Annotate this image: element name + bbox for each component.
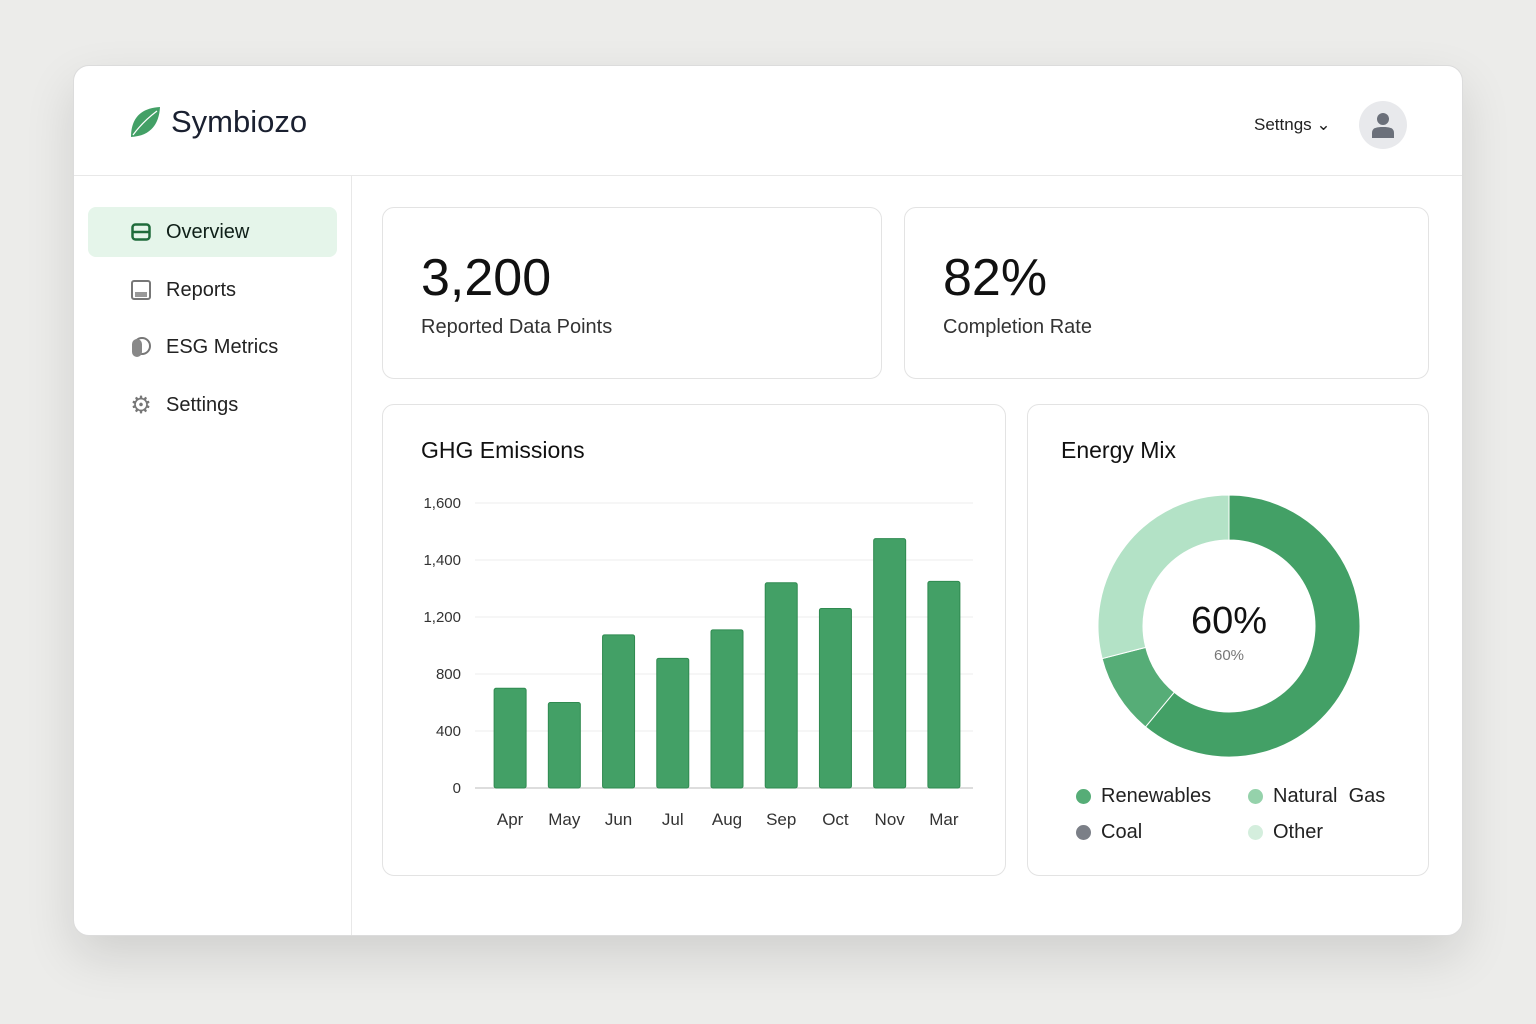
- legend-swatch: [1248, 789, 1263, 804]
- bar-nov[interactable]: [873, 538, 907, 789]
- x-tick-label: Oct: [822, 810, 849, 829]
- legend-other: Other: [1248, 821, 1323, 844]
- y-tick-label: 0: [453, 780, 461, 797]
- x-tick-label: Nov: [875, 810, 906, 829]
- sidebar-item-settings[interactable]: ⚙ Settings: [88, 380, 337, 430]
- chart-title: GHG Emissions: [421, 437, 585, 463]
- kpi-value: 3,200: [421, 249, 552, 307]
- sidebar-item-overview[interactable]: Overview: [88, 207, 337, 257]
- sidebar-item-reports[interactable]: Reports: [88, 265, 337, 315]
- leaf-icon: [131, 107, 160, 137]
- overview-icon: [130, 221, 152, 243]
- kpi-label: Completion Rate: [943, 316, 1092, 338]
- user-icon: [1372, 113, 1394, 138]
- nav-label: Overview: [166, 220, 250, 243]
- ghg-chart-card: GHG Emissions 0 400 800 1,200 1,400 1,600 Apr M…: [382, 404, 1006, 876]
- legend-swatch: [1076, 825, 1091, 840]
- ghg-bar-chart: 0 400 800 1,200 1,400 1,600 Apr May Jun Jul Aug Sep…: [423, 495, 973, 829]
- legend-swatch: [1248, 825, 1263, 840]
- legend-renewables: Renewables: [1076, 785, 1211, 808]
- nav-label: Reports: [166, 278, 237, 301]
- x-tick-label: May: [548, 810, 581, 829]
- kpi-value: 82%: [943, 249, 1048, 307]
- app-name: Symbiozo: [171, 104, 308, 139]
- bar-jul[interactable]: [656, 657, 690, 789]
- avatar[interactable]: [1359, 101, 1407, 149]
- legend-swatch: [1076, 789, 1091, 804]
- settings-dropdown[interactable]: Settngs ⌄: [1254, 115, 1331, 134]
- header: Symbiozo Settngs ⌄: [74, 66, 1462, 176]
- y-tick-label: 1,600: [423, 495, 461, 512]
- sidebar-item-esg-metrics[interactable]: ESG Metrics: [88, 322, 337, 372]
- x-tick-label: Jul: [662, 810, 684, 829]
- donut-center-sublabel: 60%: [1213, 647, 1245, 664]
- bar-oct[interactable]: [818, 607, 852, 789]
- x-tick-label: Jun: [605, 810, 632, 829]
- bar-may[interactable]: [547, 702, 581, 789]
- legend-label: Other: [1273, 821, 1324, 843]
- bar-aug[interactable]: [710, 629, 744, 789]
- logo[interactable]: Symbiozo: [129, 104, 307, 140]
- nav-label: ESG Metrics: [166, 335, 279, 358]
- legend-label: Renewables: [1101, 785, 1212, 807]
- kpi-card-data-points: 3,200 Reported Data Points: [382, 207, 882, 379]
- x-tick-label: Sep: [766, 810, 796, 829]
- x-tick-label: Aug: [712, 810, 742, 829]
- y-tick-label: 1,400: [423, 552, 461, 569]
- app-window: Symbiozo Settngs ⌄ Overview Reports ESG …: [73, 65, 1463, 936]
- bar-jun[interactable]: [602, 634, 636, 789]
- legend-natural-gas: Natural Gas: [1248, 785, 1385, 808]
- kpi-card-completion: 82% Completion Rate: [904, 207, 1429, 379]
- sidebar: Overview Reports ESG Metrics ⚙ Settings: [74, 176, 352, 935]
- reports-icon: [130, 279, 152, 301]
- legend-label: Coal: [1101, 821, 1143, 843]
- donut-slice-renewables[interactable]: [1144, 494, 1361, 758]
- x-tick-label: Apr: [497, 810, 524, 829]
- y-tick-label: 400: [436, 723, 461, 740]
- y-tick-label: 800: [436, 666, 461, 683]
- esg-icon: [130, 336, 152, 358]
- nav-label: Settings: [166, 393, 239, 416]
- energy-mix-card: Energy Mix 60% 60% Renewables Natural Ga…: [1027, 404, 1429, 876]
- x-tick-label: Mar: [929, 810, 959, 829]
- donut-center-value: 60%: [1190, 600, 1268, 642]
- gear-icon: ⚙: [130, 391, 152, 419]
- bar-apr[interactable]: [493, 687, 527, 789]
- legend-label: Natural Gas: [1273, 785, 1386, 807]
- legend-coal: Coal: [1076, 821, 1142, 844]
- y-tick-label: 1,200: [423, 609, 461, 626]
- energy-donut-chart: [1097, 494, 1361, 758]
- chart-title: Energy Mix: [1061, 437, 1177, 463]
- kpi-label: Reported Data Points: [421, 316, 613, 338]
- bar-sep[interactable]: [764, 582, 798, 789]
- bar-mar[interactable]: [927, 580, 961, 789]
- donut-slice-other[interactable]: [1097, 494, 1230, 660]
